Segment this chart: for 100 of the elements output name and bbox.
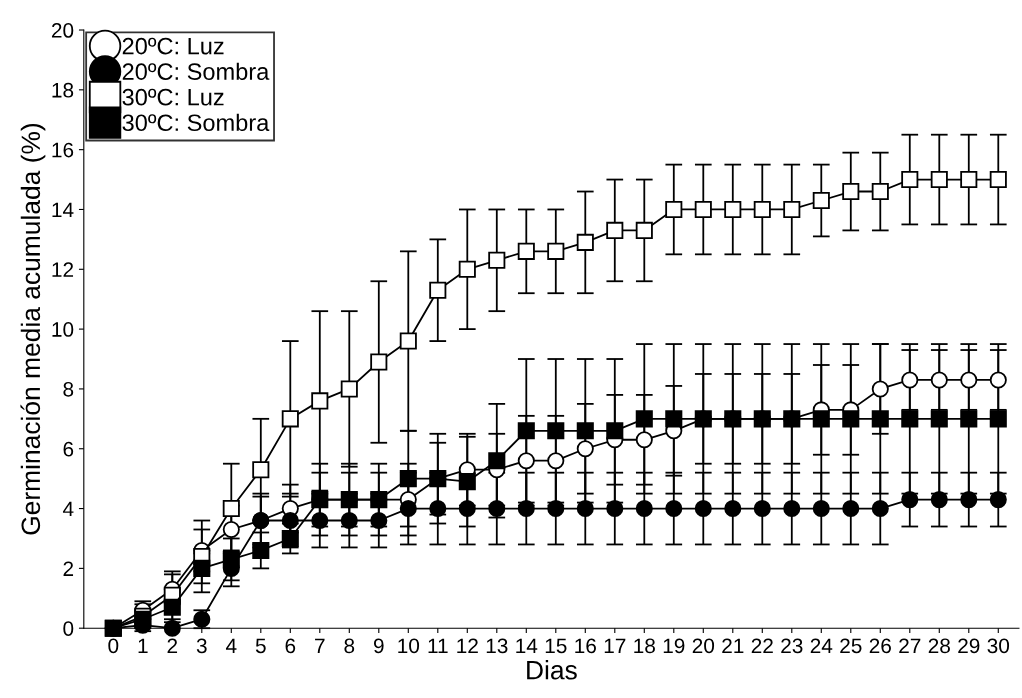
point [694, 200, 712, 219]
point [458, 500, 476, 518]
legend-label: 20ºC: Sombra [122, 62, 270, 80]
x-tick-label: 4 [225, 638, 237, 654]
point [812, 410, 830, 428]
x-tick-label: 2 [167, 638, 178, 654]
point [163, 619, 181, 637]
point [930, 171, 948, 189]
point [399, 500, 417, 518]
point [871, 500, 889, 518]
point [635, 431, 653, 449]
point [458, 473, 476, 491]
point [930, 371, 948, 389]
point [842, 410, 860, 428]
x-tick-label: 13 [486, 638, 508, 654]
point [901, 491, 919, 509]
point [606, 422, 624, 440]
point [458, 260, 476, 278]
legend-label: 20ºC: Luz [122, 37, 224, 55]
x-tick-label: 14 [516, 638, 538, 654]
x-tick-label: 21 [722, 638, 744, 654]
point [960, 371, 978, 389]
point [281, 529, 299, 548]
point [222, 520, 240, 539]
point [576, 500, 594, 518]
point [901, 371, 919, 389]
y-axis-title: Germinación media acumulada (%) [20, 123, 46, 535]
x-tick-label: 18 [634, 638, 655, 654]
point [783, 500, 801, 518]
x-tick-label: 22 [751, 638, 773, 654]
x-tick-label: 5 [255, 638, 266, 654]
x-tick-label: 26 [869, 638, 891, 654]
x-tick-label: 19 [663, 638, 685, 654]
y-tick-label: 0 [63, 621, 74, 636]
y-tick-label: 4 [62, 501, 74, 517]
point [281, 511, 299, 530]
x-tick-label: 0 [108, 638, 119, 654]
y-tick-label: 20 [51, 23, 74, 38]
x-tick-label: 23 [781, 638, 803, 654]
y-tick-label: 16 [52, 142, 74, 158]
x-tick-label: 9 [373, 638, 384, 654]
point [311, 392, 329, 410]
point [842, 182, 860, 201]
point [989, 410, 1007, 428]
x-tick-label: 28 [928, 638, 950, 654]
point [960, 171, 978, 189]
point [370, 353, 388, 371]
point [842, 500, 860, 518]
point [724, 500, 742, 518]
point [222, 550, 240, 568]
point [547, 242, 565, 260]
point [871, 410, 889, 428]
point [960, 491, 978, 509]
point [665, 410, 683, 428]
y-tick-label: 12 [52, 262, 74, 277]
y-tick-label: 14 [52, 202, 74, 218]
y-tick-label: 2 [63, 561, 74, 576]
point [576, 440, 594, 458]
point [606, 500, 624, 518]
point [517, 500, 535, 518]
point [783, 200, 801, 219]
point [399, 470, 417, 488]
point [370, 511, 388, 530]
point [989, 371, 1007, 389]
point [222, 500, 240, 518]
x-tick-label: 12 [457, 638, 478, 654]
point [930, 410, 948, 428]
point [547, 452, 565, 470]
y-tick-label: 6 [63, 441, 74, 457]
point [960, 410, 978, 428]
x-tick-label: 16 [575, 638, 596, 654]
point [635, 410, 653, 428]
point [989, 491, 1007, 509]
x-tick-label: 3 [196, 638, 207, 654]
point [753, 500, 771, 518]
x-tick-label: 17 [604, 638, 626, 654]
point [901, 171, 919, 189]
point [635, 500, 653, 518]
point [606, 221, 624, 239]
point [311, 511, 329, 530]
point [252, 541, 270, 559]
point [340, 511, 358, 530]
point [694, 500, 712, 518]
point [193, 559, 211, 577]
point [547, 422, 565, 440]
legend-label: 30ºC: Luz [122, 88, 224, 106]
x-tick-label: 15 [545, 638, 567, 654]
x-tick-label: 11 [428, 638, 448, 654]
point [901, 410, 919, 428]
x-tick-label: 1 [138, 638, 148, 654]
x-tick-label: 7 [315, 638, 325, 654]
point [252, 461, 270, 479]
x-tick-label: 30 [987, 638, 1010, 654]
point [517, 242, 535, 260]
point [989, 171, 1007, 189]
point [576, 422, 594, 440]
point [547, 500, 565, 518]
x-tick-label: 6 [285, 638, 296, 654]
x-tick-label: 20 [692, 638, 715, 654]
point [488, 452, 506, 470]
